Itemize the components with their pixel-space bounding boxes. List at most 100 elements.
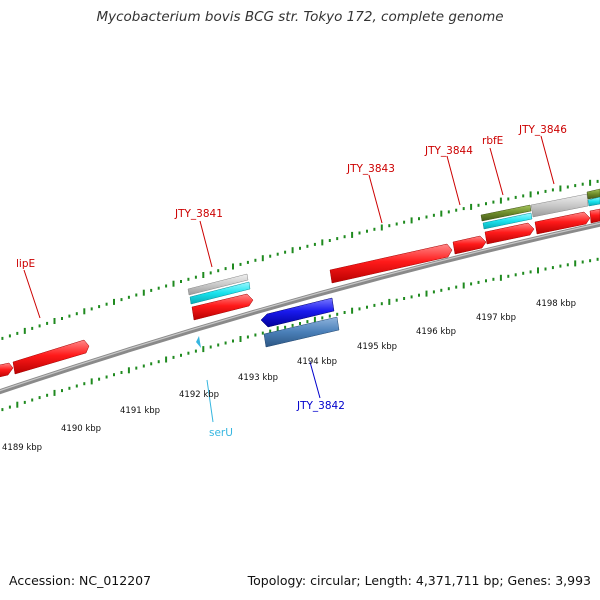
minor-tick	[299, 322, 301, 325]
major-tick	[440, 210, 443, 217]
cds-bar-right-cyan	[587, 196, 600, 207]
minor-tick	[38, 324, 41, 328]
minor-tick	[544, 267, 547, 271]
major-tick	[83, 308, 86, 315]
minor-tick	[343, 235, 346, 239]
minor-tick	[336, 312, 339, 316]
cds-bar-jty3841-cyan	[189, 281, 251, 305]
minor-tick	[8, 405, 11, 409]
minor-tick	[269, 329, 272, 333]
minor-tick	[321, 316, 324, 320]
minor-tick	[157, 360, 160, 364]
leader-line-jty3841	[199, 220, 213, 268]
minor-tick	[306, 244, 309, 248]
minor-tick	[23, 400, 26, 404]
reverse-tick-ring	[1, 257, 599, 412]
major-tick	[127, 367, 130, 374]
minor-tick	[313, 242, 316, 246]
minor-tick	[432, 213, 435, 217]
minor-tick	[239, 262, 242, 266]
minor-tick	[38, 396, 41, 400]
minor-tick	[187, 277, 190, 281]
minor-tick	[246, 335, 249, 339]
genome-backbone-highlight	[0, 222, 600, 392]
major-tick	[388, 298, 391, 305]
scale-label: 4190 kbp	[61, 424, 101, 434]
major-tick	[113, 298, 115, 305]
forward-tick-ring	[1, 179, 599, 340]
minor-tick	[31, 398, 34, 402]
minor-tick	[551, 266, 554, 270]
major-tick	[380, 224, 383, 231]
scale-label: 4196 kbp	[416, 327, 456, 337]
minor-tick	[507, 197, 510, 201]
major-tick	[589, 179, 592, 186]
gene-arrow-lipe	[12, 339, 90, 375]
minor-tick	[559, 264, 562, 268]
minor-tick	[447, 210, 450, 214]
minor-tick	[61, 389, 63, 393]
gene-arrow-jty3846	[534, 211, 591, 235]
gene-label-jty3843: JTY_3843	[346, 163, 395, 175]
gene-label-jty3844: JTY_3844	[424, 145, 473, 157]
scale-label: 4193 kbp	[238, 373, 278, 383]
major-tick	[172, 280, 175, 287]
minor-tick	[31, 326, 34, 330]
major-tick	[53, 318, 56, 324]
minor-tick	[544, 189, 547, 193]
major-tick	[351, 307, 354, 314]
scale-label: 4194 kbp	[297, 357, 337, 367]
minor-tick	[75, 384, 78, 388]
minor-tick	[514, 273, 517, 277]
major-tick	[202, 346, 205, 353]
major-tick	[559, 185, 562, 192]
major-tick	[276, 326, 279, 333]
minor-tick	[165, 284, 168, 288]
minor-tick	[75, 312, 78, 316]
minor-tick	[98, 305, 101, 309]
leader-line-jty3843	[368, 174, 383, 224]
minor-tick	[470, 282, 473, 286]
cds-bar-rbfe-cyan	[482, 212, 533, 230]
minor-tick	[492, 200, 495, 204]
major-tick	[23, 327, 26, 334]
minor-tick	[328, 239, 331, 242]
cds-bar-right-olive	[586, 188, 600, 200]
major-tick	[291, 247, 294, 254]
minor-tick	[299, 246, 301, 250]
minor-tick	[61, 317, 63, 320]
minor-tick	[485, 202, 487, 206]
genome-backbone	[0, 221, 600, 395]
gene-arrow-jty3843	[329, 243, 453, 284]
minor-tick	[551, 188, 554, 192]
minor-tick	[120, 298, 123, 302]
major-tick	[239, 336, 242, 342]
minor-tick	[150, 288, 153, 292]
forward-strand-features	[0, 188, 600, 378]
minor-tick	[180, 280, 182, 283]
gene-arrow-jty3841	[191, 293, 254, 321]
major-tick	[529, 191, 532, 198]
minor-tick	[157, 286, 160, 290]
minor-tick	[90, 307, 93, 311]
scale-label: 4195 kbp	[357, 342, 397, 352]
scale-label: 4191 kbp	[120, 406, 160, 416]
minor-tick	[358, 231, 361, 235]
minor-tick	[187, 351, 190, 355]
minor-tick	[455, 285, 458, 289]
minor-tick	[440, 288, 443, 292]
major-tick	[462, 282, 465, 289]
major-tick	[142, 289, 145, 296]
gene-arrow-rbfe	[484, 222, 535, 245]
major-tick	[499, 274, 502, 281]
gene-labels: lipE JTY_3841 JTY_3843 JTY_3844 rbfE JTY…	[16, 124, 567, 439]
minor-tick	[284, 325, 287, 329]
minor-tick	[589, 259, 592, 263]
minor-tick	[105, 375, 108, 379]
minor-tick	[366, 229, 368, 233]
minor-tick	[328, 314, 331, 318]
minor-tick	[306, 320, 309, 324]
minor-tick	[485, 279, 487, 283]
scale-label: 4197 kbp	[476, 313, 516, 323]
minor-tick	[1, 408, 4, 412]
